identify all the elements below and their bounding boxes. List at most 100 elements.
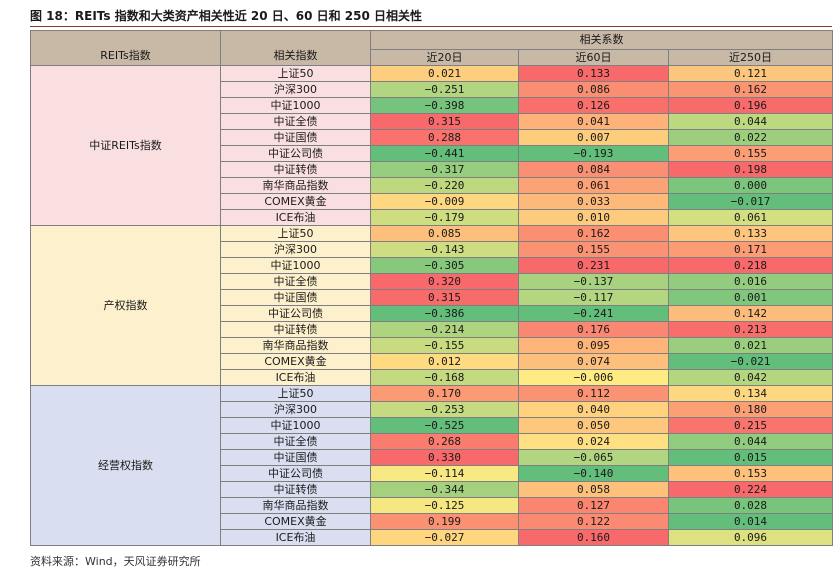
- corr-value-cell: 0.231: [518, 257, 669, 274]
- corr-value-cell: 0.084: [518, 161, 669, 178]
- corr-value-cell: 0.199: [370, 513, 519, 530]
- corr-value-cell: 0.021: [668, 337, 833, 354]
- table-row: 沪深300 −0.253 0.040 0.180: [31, 401, 833, 418]
- corr-value-cell: 0.198: [668, 161, 833, 178]
- corr-value-cell: 0.112: [518, 385, 669, 402]
- corr-value-cell: 0.121: [668, 65, 833, 82]
- asset-name: 上证50: [220, 385, 371, 402]
- corr-value-cell: 0.215: [668, 417, 833, 434]
- corr-value-cell: 0.224: [668, 481, 833, 498]
- corr-value-cell: 0.015: [668, 449, 833, 466]
- corr-value-cell: 0.086: [518, 81, 669, 98]
- group-label: 经营权指数: [30, 385, 221, 546]
- corr-value-cell: 0.155: [668, 145, 833, 162]
- table-row: 中证1000 −0.305 0.231 0.218: [31, 257, 833, 274]
- header-corr-group: 相关系数: [370, 30, 833, 50]
- corr-value-cell: 0.213: [668, 321, 833, 338]
- asset-name: 中证国债: [220, 449, 371, 466]
- corr-value-cell: 0.176: [518, 321, 669, 338]
- corr-value-cell: −0.251: [370, 81, 519, 98]
- corr-value-cell: 0.180: [668, 401, 833, 418]
- table-row: 中证国债 0.330 −0.065 0.015: [31, 449, 833, 466]
- table-row: 中证国债 0.315 −0.117 0.001: [31, 289, 833, 306]
- corr-value-cell: 0.014: [668, 513, 833, 530]
- corr-value-cell: −0.214: [370, 321, 519, 338]
- corr-value-cell: 0.127: [518, 497, 669, 514]
- corr-value-cell: 0.170: [370, 385, 519, 402]
- table-row: ICE布油 −0.027 0.160 0.096: [31, 529, 833, 546]
- corr-value-cell: −0.441: [370, 145, 519, 162]
- corr-value-cell: −0.137: [518, 273, 669, 290]
- corr-value-cell: 0.041: [518, 113, 669, 130]
- corr-value-cell: 0.133: [668, 225, 833, 242]
- table-row: 中证转债 −0.214 0.176 0.213: [31, 321, 833, 338]
- corr-value-cell: −0.021: [668, 353, 833, 370]
- corr-value-cell: −0.398: [370, 97, 519, 114]
- table-row: 南华商品指数 −0.125 0.127 0.028: [31, 497, 833, 514]
- table-row: 中证公司债 −0.441 −0.193 0.155: [31, 145, 833, 162]
- corr-value-cell: 0.033: [518, 193, 669, 210]
- asset-name: 中证1000: [220, 97, 371, 114]
- corr-value-cell: −0.114: [370, 465, 519, 482]
- corr-value-cell: 0.330: [370, 449, 519, 466]
- corr-value-cell: −0.344: [370, 481, 519, 498]
- corr-value-cell: 0.012: [370, 353, 519, 370]
- asset-name: 沪深300: [220, 241, 371, 258]
- corr-value-cell: 0.024: [518, 433, 669, 450]
- table-row: ICE布油 −0.179 0.010 0.061: [31, 209, 833, 226]
- table-row: 中证REITs指数 上证50 0.021 0.133 0.121: [30, 65, 833, 226]
- corr-value-cell: 0.028: [668, 497, 833, 514]
- corr-value-cell: 0.315: [370, 289, 519, 306]
- table-row: 中证公司债 −0.386 −0.241 0.142: [31, 305, 833, 322]
- corr-value-cell: 0.126: [518, 97, 669, 114]
- asset-name: 南华商品指数: [220, 497, 371, 514]
- source-note: 资料来源：Wind，天风证券研究所: [30, 555, 201, 568]
- correlation-table: REITs指数 相关指数 相关系数 近20日 近60日 近250日 中证REIT…: [30, 30, 833, 546]
- corr-value-cell: −0.193: [518, 145, 669, 162]
- corr-value-cell: 0.010: [518, 209, 669, 226]
- corr-value-cell: −0.125: [370, 497, 519, 514]
- corr-value-cell: 0.001: [668, 289, 833, 306]
- corr-value-cell: −0.027: [370, 529, 519, 546]
- title-divider: [30, 26, 832, 27]
- corr-value-cell: 0.315: [370, 113, 519, 130]
- asset-name: 中证全债: [220, 273, 371, 290]
- corr-value-cell: −0.117: [518, 289, 669, 306]
- corr-value-cell: 0.044: [668, 433, 833, 450]
- figure-title: 图 18：REITs 指数和大类资产相关性近 20 日、60 日和 250 日相…: [30, 9, 423, 23]
- corr-value-cell: 0.196: [668, 97, 833, 114]
- group-label: 中证REITs指数: [30, 65, 221, 226]
- corr-value-cell: 0.050: [518, 417, 669, 434]
- corr-value-cell: −0.241: [518, 305, 669, 322]
- table-row: 沪深300 −0.251 0.086 0.162: [31, 81, 833, 98]
- asset-name: ICE布油: [220, 529, 371, 546]
- table-row: 中证1000 −0.525 0.050 0.215: [31, 417, 833, 434]
- corr-value-cell: −0.065: [518, 449, 669, 466]
- asset-name: 中证转债: [220, 161, 371, 178]
- corr-value-cell: 0.162: [668, 81, 833, 98]
- table-row: COMEX黄金 0.012 0.074 −0.021: [31, 353, 833, 370]
- asset-name: 中证公司债: [220, 145, 371, 162]
- header-reits-index: REITs指数: [30, 30, 221, 66]
- asset-name: 南华商品指数: [220, 337, 371, 354]
- corr-value-cell: 0.040: [518, 401, 669, 418]
- asset-name: 中证1000: [220, 417, 371, 434]
- corr-value-cell: −0.155: [370, 337, 519, 354]
- header-related-index: 相关指数: [220, 30, 371, 66]
- corr-value-cell: 0.320: [370, 273, 519, 290]
- corr-value-cell: 0.218: [668, 257, 833, 274]
- asset-name: 上证50: [220, 65, 371, 82]
- asset-name: ICE布油: [220, 369, 371, 386]
- header-window-20d: 近20日: [370, 49, 519, 66]
- corr-value-cell: 0.288: [370, 129, 519, 146]
- corr-value-cell: 0.061: [518, 177, 669, 194]
- asset-name: 上证50: [220, 225, 371, 242]
- corr-value-cell: 0.095: [518, 337, 669, 354]
- corr-value-cell: 0.007: [518, 129, 669, 146]
- corr-value-cell: −0.220: [370, 177, 519, 194]
- corr-value-cell: 0.074: [518, 353, 669, 370]
- header-window-60d: 近60日: [518, 49, 669, 66]
- corr-value-cell: 0.042: [668, 369, 833, 386]
- header-window-250d: 近250日: [668, 49, 833, 66]
- asset-name: 中证国债: [220, 289, 371, 306]
